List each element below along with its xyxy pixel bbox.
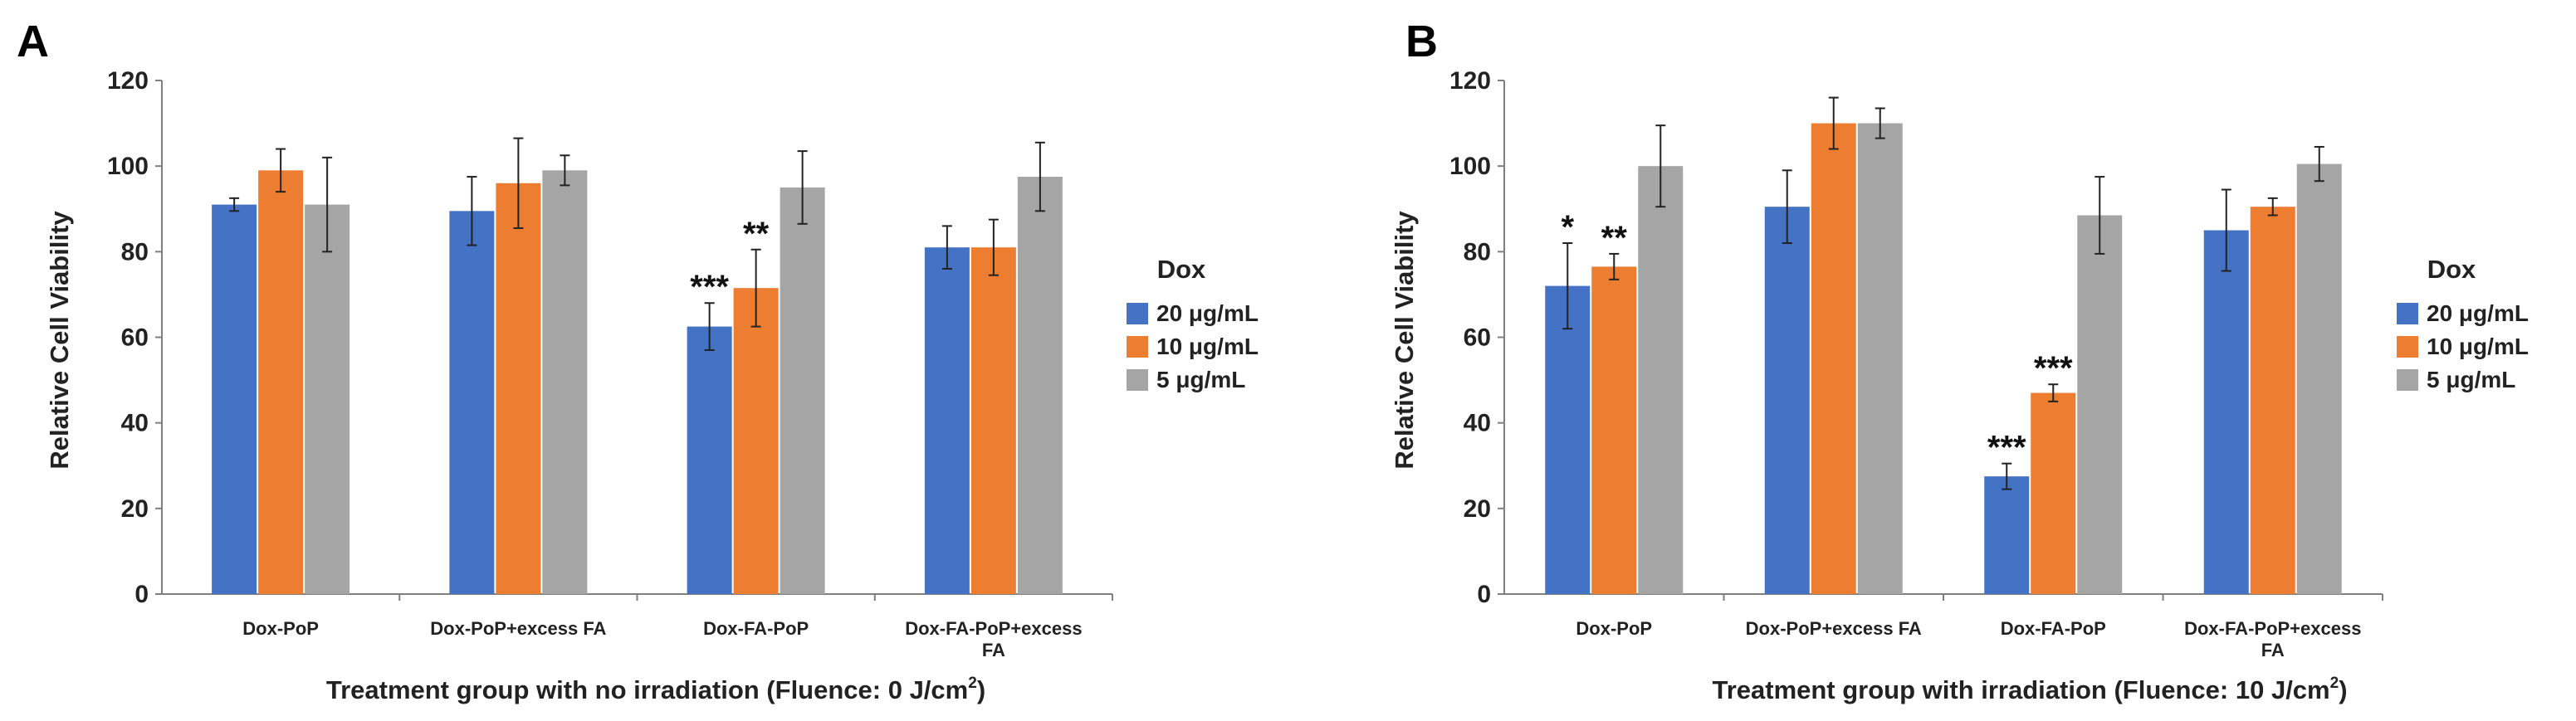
chart-panel-a: A Relative Cell Viability Treatment grou… [17,17,1259,704]
bar [2250,207,2295,594]
bar [924,247,970,594]
significance-label: *** [2034,350,2073,387]
y-tick-label: 80 [1464,238,1491,266]
y-tick-label: 120 [107,67,149,95]
bar [1017,177,1063,594]
legend-entry: 5 μg/mL [1156,367,1245,392]
significance-label: *** [690,269,729,305]
bar [1764,207,1810,594]
legend-title: Dox [1157,255,1206,284]
bar [2203,230,2249,594]
bar [1984,476,2030,594]
bar [449,211,495,594]
x-tick-label: Dox-PoP+excess FA [430,618,606,639]
bar [305,204,350,594]
bar [542,170,588,594]
bar [1811,123,1856,595]
legend-entry: 10 μg/mL [1156,334,1259,359]
legend-entry: 10 μg/mL [2427,334,2529,359]
y-tick-label: 40 [121,410,149,437]
y-axis-label: Relative Cell Viability [45,211,74,470]
significance-label: ** [1601,220,1628,256]
legend-swatch [1127,303,1148,324]
y-tick-label: 40 [1464,410,1491,437]
y-axis-label: Relative Cell Viability [1390,211,1419,470]
bar [212,204,257,594]
bar [496,183,541,595]
bar [1638,166,1684,594]
bar [1857,123,1903,595]
bar [2296,163,2342,594]
x-tick-label: Dox-FA-PoP [2001,618,2106,639]
panel-label-b: B [1405,17,1438,66]
x-tick-label: Dox-PoP+excess FA [1746,618,1922,639]
x-tick-label: Dox-PoP [242,618,319,639]
x-axis-label: Treatment group with no irradiation (Flu… [326,675,985,704]
bar [2031,392,2076,594]
chart-panel-b: B Relative Cell Viability Treatment grou… [1390,17,2529,704]
legend-entry: 20 μg/mL [2427,300,2529,326]
y-tick-label: 60 [1464,324,1491,352]
y-tick-label: 20 [1464,495,1491,523]
x-tick-label: Dox-FA-PoP+excess FA [905,618,1082,660]
bar [1545,285,1591,594]
bar [2077,215,2123,594]
bar [258,170,304,594]
legend-entry: 5 μg/mL [2427,367,2515,392]
legend-swatch [1127,336,1148,358]
y-tick-label: 80 [121,238,149,266]
legend-title: Dox [2427,255,2476,284]
significance-label: * [1561,209,1574,246]
bar [733,288,779,594]
y-tick-label: 100 [1449,153,1491,180]
y-tick-label: 0 [134,581,149,608]
x-axis-label: Treatment group with irradiation (Fluenc… [1712,675,2347,704]
y-tick-label: 120 [1449,67,1491,95]
y-tick-label: 0 [1477,581,1491,608]
bar [687,326,732,594]
legend-entry: 20 μg/mL [1156,300,1259,326]
y-tick-label: 100 [107,153,149,180]
x-tick-label: Dox-FA-PoP [703,618,809,639]
bar [1591,266,1637,594]
x-tick-label: Dox-FA-PoP+excess FA [2184,618,2361,660]
legend-swatch [2397,303,2418,324]
x-tick-label: Dox-PoP [1576,618,1652,639]
bar [780,187,825,595]
legend-swatch [2397,336,2418,358]
significance-label: *** [1987,430,2026,466]
y-tick-label: 20 [121,495,149,523]
panel-label-a: A [17,17,49,66]
y-tick-label: 60 [121,324,149,352]
legend-swatch [2397,369,2418,391]
legend-swatch [1127,369,1148,391]
significance-label: ** [743,216,770,252]
bar [970,247,1016,594]
